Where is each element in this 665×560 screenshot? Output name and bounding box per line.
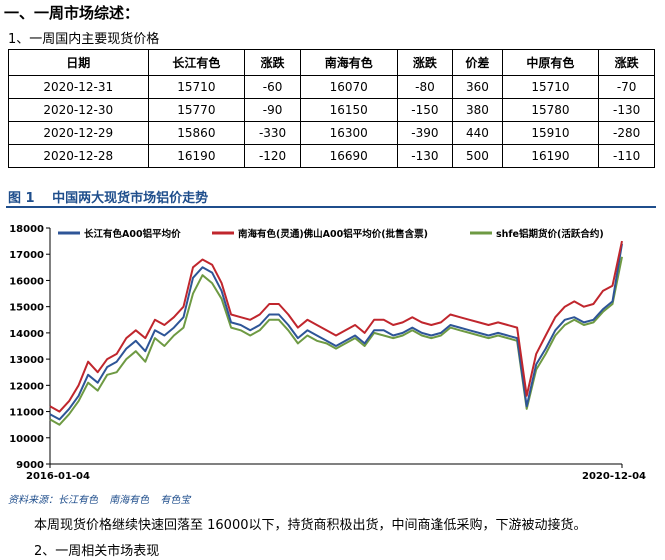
table-cell: 380 — [452, 98, 503, 122]
table-row: 2020-12-29 15860 -330 16300 -390 440 159… — [8, 121, 655, 145]
figure-title: 图 1 中国两大现货市场铝价走势 — [8, 191, 209, 206]
table-cell: -60 — [244, 75, 301, 99]
y-tick-label: 17000 — [9, 250, 44, 261]
table-header-row: 日期 长江有色 涨跌 南海有色 涨跌 价差 中原有色 涨跌 — [8, 49, 655, 76]
header-changjiang: 长江有色 — [147, 49, 246, 76]
table-cell: 500 — [452, 144, 503, 168]
table-cell: 360 — [452, 75, 503, 99]
table-cell: 2020-12-30 — [8, 98, 149, 122]
x-tick-label: 2020-12-04 — [582, 471, 646, 482]
table-cell: -130 — [598, 98, 655, 122]
table-cell: 16300 — [299, 121, 398, 145]
series-line-2 — [49, 256, 623, 426]
y-tick-label: 10000 — [9, 434, 44, 445]
table-cell: -150 — [396, 98, 454, 122]
market-paragraph: 本周现货价格继续快速回落至 16000以下，持货商积极出货，中间商逢低采购，下游… — [34, 518, 587, 533]
table-cell: 15770 — [147, 98, 246, 122]
table-cell: -280 — [598, 121, 655, 145]
x-tick-label: 2016-01-04 — [26, 471, 90, 482]
header-change-1: 涨跌 — [244, 49, 301, 76]
section-heading: 一、一周市场综述： — [4, 4, 140, 22]
table-cell: 2020-12-29 — [8, 121, 149, 145]
table-cell: 15860 — [147, 121, 246, 145]
table-cell: 16190 — [147, 144, 246, 168]
table-cell: 2020-12-31 — [8, 75, 149, 99]
header-change-2: 涨跌 — [396, 49, 454, 76]
subsection-heading: 1、一周国内主要现货价格 — [8, 32, 160, 47]
legend-label-2: shfe铝期货价(活跃合约) — [496, 228, 604, 240]
header-spread: 价差 — [452, 49, 503, 76]
table-cell: -330 — [244, 121, 301, 145]
legend-label-0: 长江有色A00铝平均价 — [84, 228, 181, 240]
source-note: 资料来源：长江有色 南海有色 有色宝 — [8, 491, 198, 506]
table-cell: -390 — [396, 121, 454, 145]
y-tick-label: 11000 — [9, 408, 44, 419]
y-tick-label: 9000 — [16, 460, 44, 471]
y-tick-label: 13000 — [9, 355, 44, 366]
series-line-0 — [49, 243, 623, 421]
table-cell: -80 — [396, 75, 454, 99]
table-row: 2020-12-30 15770 -90 16150 -150 380 1578… — [8, 98, 655, 122]
source-item: 南海有色 — [109, 495, 150, 506]
y-tick-label: 18000 — [9, 224, 44, 235]
header-change-3: 涨跌 — [598, 49, 655, 76]
table-cell: 2020-12-28 — [8, 144, 149, 168]
price-table: 日期 长江有色 涨跌 南海有色 涨跌 价差 中原有色 涨跌 2020-12-31… — [8, 49, 655, 168]
table-cell: -70 — [598, 75, 655, 99]
header-zhongyuan: 中原有色 — [501, 49, 600, 76]
table-cell: -130 — [396, 144, 454, 168]
y-tick-label: 12000 — [9, 381, 44, 392]
y-tick-label: 14000 — [9, 329, 44, 340]
table-cell: -90 — [244, 98, 301, 122]
series-line-1 — [49, 240, 623, 413]
header-date: 日期 — [8, 49, 149, 76]
legend-label-1: 南海有色(灵通)佛山A00铝平均价(批售含票) — [238, 228, 428, 240]
table-cell: 15710 — [501, 75, 600, 99]
header-nanhai: 南海有色 — [299, 49, 398, 76]
table-cell: 16150 — [299, 98, 398, 122]
table-cell: 16690 — [299, 144, 398, 168]
table-row: 2020-12-28 16190 -120 16690 -130 500 161… — [8, 144, 655, 168]
table-cell: 440 — [452, 121, 503, 145]
table-cell: 15910 — [501, 121, 600, 145]
table-cell: 15710 — [147, 75, 246, 99]
table-row: 2020-12-31 15710 -60 16070 -80 360 15710… — [8, 75, 655, 99]
figure-divider — [6, 206, 656, 208]
price-line-chart: 9000 10000 11000 12000 13000 14000 15000 16000 1… — [9, 224, 646, 482]
table-cell: 16070 — [299, 75, 398, 99]
table-cell: -120 — [244, 144, 301, 168]
table-cell: 16190 — [501, 144, 600, 168]
y-tick-label: 16000 — [9, 276, 44, 287]
section2-heading: 2、一周相关市场表现 — [34, 544, 160, 559]
source-label: 资料来源：长江有色 — [8, 495, 98, 506]
source-item: 有色宝 — [160, 495, 191, 506]
table-cell: 15780 — [501, 98, 600, 122]
y-tick-label: 15000 — [9, 303, 44, 314]
table-cell: -110 — [598, 144, 655, 168]
